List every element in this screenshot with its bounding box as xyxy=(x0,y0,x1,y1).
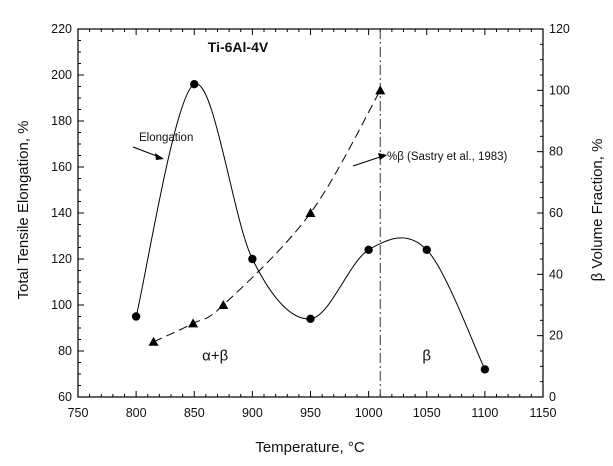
y2-tick-label: 20 xyxy=(549,329,563,343)
y-tick-label: 220 xyxy=(51,22,72,36)
y-tick-label: 60 xyxy=(58,390,72,404)
y-tick-label: 120 xyxy=(51,252,72,266)
x-tick-label: 900 xyxy=(242,406,263,420)
y-tick-label: 80 xyxy=(58,344,72,358)
elongation-point xyxy=(190,80,199,89)
elongation-point xyxy=(422,245,431,254)
beta-arrowhead xyxy=(378,153,387,160)
chart-title: Ti-6Al-4V xyxy=(208,39,269,55)
x-tick-label: 1150 xyxy=(530,406,557,420)
beta-arrow xyxy=(352,155,384,167)
annotation-alpha-beta: α+β xyxy=(202,348,228,365)
x-tick-label: 1100 xyxy=(471,406,498,420)
y-tick-label: 200 xyxy=(51,68,72,82)
y2-tick-label: 100 xyxy=(549,83,570,97)
elongation-point xyxy=(480,365,490,374)
elongation-arrowhead xyxy=(155,153,164,160)
beta-fraction-point xyxy=(305,208,316,217)
y2-axis-label: β Volume Fraction, % xyxy=(589,139,606,282)
y-axis-label: Total Tensile Elongation, % xyxy=(15,120,32,299)
y-tick-label: 160 xyxy=(51,160,72,174)
legend-elongation-label: Elongation xyxy=(139,132,193,144)
elongation-point xyxy=(306,314,315,323)
y2-tick-label: 40 xyxy=(549,267,563,281)
y-tick-label: 180 xyxy=(51,114,72,128)
beta-fraction-point xyxy=(218,300,229,309)
y-tick-label: 100 xyxy=(51,298,72,312)
x-tick-label: 800 xyxy=(126,406,147,420)
y2-tick-label: 120 xyxy=(549,22,570,36)
x-tick-label: 950 xyxy=(300,406,321,420)
elongation-point xyxy=(248,254,257,264)
elongation-point xyxy=(364,245,373,254)
y2-tick-label: 0 xyxy=(549,390,556,404)
x-tick-label: 1000 xyxy=(355,406,383,420)
beta-fraction-point xyxy=(148,336,159,346)
y2-tick-label: 80 xyxy=(549,145,563,159)
y2-tick-label: 60 xyxy=(549,206,563,220)
series-line-elongation xyxy=(135,83,486,370)
x-tick-label: 1050 xyxy=(413,406,441,420)
y-tick-label: 140 xyxy=(51,206,72,220)
annotation-beta: β xyxy=(422,348,431,365)
beta-fraction-point xyxy=(188,318,199,328)
x-tick-label: 850 xyxy=(184,406,205,420)
series-line-beta-fraction xyxy=(153,90,381,343)
legend-beta-label: %β (Sastry et al., 1983) xyxy=(387,151,508,163)
beta-fraction-point xyxy=(375,85,386,95)
elongation-point xyxy=(131,312,141,321)
x-axis-label: Temperature, °C xyxy=(255,439,365,456)
x-tick-label: 750 xyxy=(68,406,89,420)
